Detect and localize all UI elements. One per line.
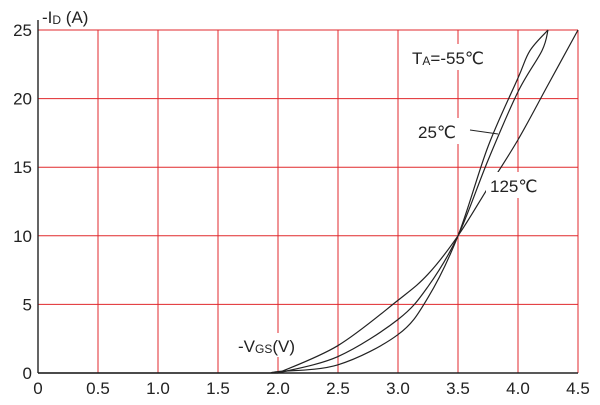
series-line-2 bbox=[277, 29, 549, 374]
x-tick-label: 3.5 bbox=[446, 379, 470, 398]
series-label-125c: 125℃ bbox=[490, 177, 537, 196]
chart-series bbox=[38, 29, 579, 374]
y-tick-label: 15 bbox=[13, 158, 32, 177]
chart-grid bbox=[37, 20, 579, 374]
y-tick-label: 10 bbox=[13, 227, 32, 246]
x-axis-label: -VGS(V) bbox=[238, 337, 295, 356]
series-line-1 bbox=[270, 29, 549, 374]
y-axis-label-unit: (A) bbox=[61, 8, 88, 27]
x-tick-label: 1.0 bbox=[146, 379, 170, 398]
y-axis-label: -ID (A) bbox=[42, 8, 88, 27]
series-label-background-3 bbox=[486, 172, 552, 198]
series-line-3 bbox=[277, 29, 579, 374]
series-label-ta-subscript: A bbox=[422, 54, 430, 68]
series-label-ta-prefix: T bbox=[412, 49, 422, 68]
x-axis-label-unit: (V) bbox=[272, 337, 295, 356]
y-axis-label-main: -I bbox=[42, 8, 52, 27]
x-tick-label: 0 bbox=[33, 379, 42, 398]
series-label-ta-minus55: TA=-55℃ bbox=[412, 49, 484, 68]
x-tick-label: 2.0 bbox=[266, 379, 290, 398]
x-axis-ticks: 0 0.5 1.0 1.5 2.0 2.5 3.0 3.5 4.0 4.5 bbox=[33, 379, 590, 398]
series-label-background-2 bbox=[414, 118, 472, 144]
series-label-ta-rest: =-55℃ bbox=[430, 49, 484, 68]
y-tick-label: 5 bbox=[23, 295, 32, 314]
y-axis-ticks: 0 5 10 15 20 25 bbox=[13, 21, 32, 383]
x-axis-label-subscript: GS bbox=[255, 342, 272, 356]
series-label-background-1 bbox=[409, 44, 501, 70]
y-tick-label: 0 bbox=[23, 364, 32, 383]
x-tick-label: 2.5 bbox=[326, 379, 350, 398]
series-label-25c: 25℃ bbox=[418, 123, 456, 142]
y-axis-label-subscript: D bbox=[52, 13, 61, 27]
y-tick-label: 20 bbox=[13, 90, 32, 109]
x-tick-label: 1.5 bbox=[206, 379, 230, 398]
x-axis-label-background bbox=[234, 333, 314, 357]
x-tick-label: 4.5 bbox=[566, 379, 590, 398]
series-label-25c-leader bbox=[469, 129, 499, 135]
y-tick-label: 25 bbox=[13, 21, 32, 40]
x-tick-label: 3.0 bbox=[386, 379, 410, 398]
x-tick-label: 4.0 bbox=[506, 379, 530, 398]
x-tick-label: 0.5 bbox=[86, 379, 110, 398]
x-axis-label-main: -V bbox=[238, 337, 256, 356]
